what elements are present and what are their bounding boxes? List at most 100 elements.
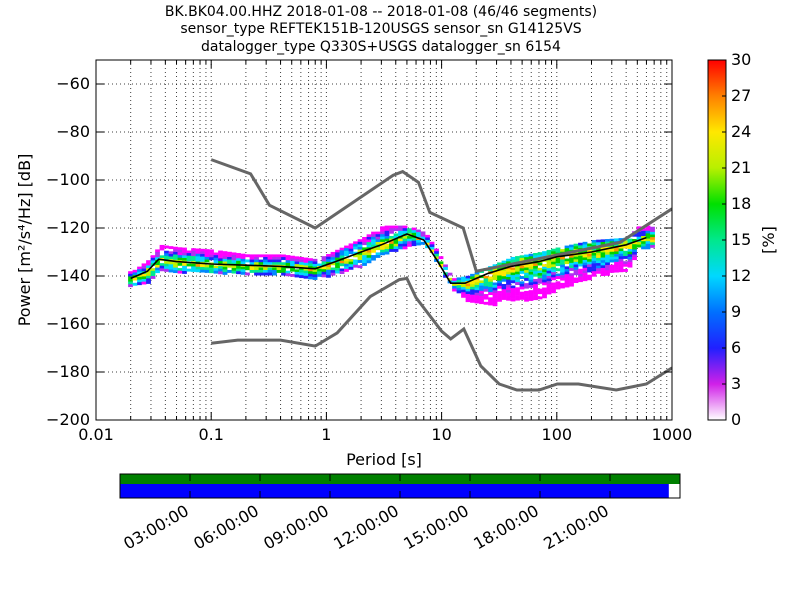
heatmap-cell: [357, 257, 363, 261]
heatmap-cell: [254, 267, 259, 271]
heatmap-cell: [263, 270, 268, 273]
heatmap-cell: [438, 256, 444, 260]
heatmap-cell: [335, 267, 340, 271]
heatmap-cell: [474, 284, 480, 288]
heatmap-cell: [326, 264, 331, 268]
heatmap-cell: [483, 288, 489, 292]
heatmap-cell: [128, 279, 133, 282]
heatmap-cell: [569, 273, 574, 277]
heatmap-cell: [546, 283, 552, 287]
heatmap-cell: [420, 236, 426, 240]
heatmap-cell: [375, 236, 381, 240]
heatmap-cell: [299, 275, 304, 279]
heatmap-cell: [578, 258, 583, 262]
noise-model-curves: [210, 158, 672, 392]
heatmap-cell: [569, 278, 574, 282]
heatmap-cell: [564, 266, 570, 270]
y-axis-label: Power [m²/s⁴/Hz] [dB]: [15, 154, 34, 327]
heatmap-cell: [263, 254, 268, 258]
heatmap-cell: [429, 241, 435, 245]
heatmap-cell: [177, 270, 183, 274]
heatmap-cell: [470, 292, 475, 295]
heatmap-cell: [470, 286, 475, 290]
heatmap-cell: [573, 280, 579, 284]
heatmap-cell: [375, 242, 381, 245]
heatmap-cell: [380, 239, 385, 243]
heatmap-cell: [258, 259, 264, 263]
heatmap-cell: [614, 264, 619, 268]
heatmap-cell: [218, 253, 223, 257]
heatmap-cell: [578, 263, 583, 267]
heatmap-cell: [479, 293, 484, 297]
heatmap-cell: [204, 259, 210, 263]
heatmap-cell: [551, 277, 556, 281]
heatmap-cell: [263, 272, 268, 276]
heatmap-cell: [389, 236, 394, 239]
heatmap-cell: [524, 285, 529, 289]
heatmap-cell: [258, 267, 264, 271]
heatmap-cell: [528, 279, 534, 283]
heatmap-cell: [537, 262, 543, 266]
heatmap-cell: [398, 230, 403, 234]
heatmap-cell: [650, 237, 655, 241]
heatmap-cell: [515, 258, 520, 262]
heatmap-cell: [186, 268, 192, 272]
y-tick-label: −200: [46, 410, 90, 429]
heatmap-cell: [501, 278, 507, 282]
heatmap-cell: [506, 266, 511, 270]
heatmap-cell: [528, 274, 534, 278]
heatmap-cell: [591, 265, 597, 269]
y-tick-label: −160: [46, 314, 90, 333]
heatmap-cell: [596, 270, 601, 274]
heatmap-cell: [164, 250, 169, 254]
heatmap-cell: [276, 270, 282, 273]
heatmap-cell: [285, 273, 291, 277]
heatmap-cell: [515, 269, 520, 272]
heatmap-cell: [492, 264, 498, 268]
heatmap-cell: [195, 258, 201, 262]
colorbar: 0 3 6 9 12 15 18 21 24 27 30: [707, 50, 751, 429]
heatmap-cell: [470, 281, 475, 285]
heatmap-cell: [474, 274, 480, 278]
heatmap-cell: [578, 255, 583, 259]
heatmap-cell: [339, 260, 345, 264]
heatmap-cell: [195, 269, 201, 273]
heatmap-cell: [474, 271, 480, 275]
heatmap-cell: [249, 259, 255, 263]
heatmap-cell: [330, 262, 336, 266]
heatmap-cell: [402, 236, 408, 239]
heatmap-cell: [632, 251, 637, 255]
heatmap-cell: [177, 249, 183, 253]
heatmap-cell: [398, 243, 403, 247]
heatmap-cell: [506, 295, 511, 299]
heatmap-cell: [245, 264, 250, 268]
heatmap-cell: [501, 286, 507, 290]
heatmap-cell: [389, 230, 394, 234]
heatmap-cell: [384, 230, 390, 234]
heatmap-cell: [150, 260, 156, 264]
heatmap-cell: [483, 278, 489, 282]
heatmap-cell: [348, 243, 354, 247]
heatmap-cell: [569, 252, 574, 256]
heatmap-cell: [222, 253, 228, 257]
heatmap-cell: [605, 272, 610, 276]
heatmap-cell: [258, 272, 264, 276]
heatmap-cell: [281, 267, 286, 271]
heatmap-cell: [299, 269, 304, 273]
heatmap-cell: [231, 260, 237, 264]
heatmap-cell: [632, 249, 637, 253]
heatmap-cell: [506, 261, 511, 265]
heatmap-cell: [240, 266, 246, 270]
heatmap-cell: [515, 276, 520, 280]
heatmap-cell: [168, 266, 174, 270]
heatmap-cell: [209, 270, 214, 274]
heatmap-cell: [510, 272, 516, 276]
heatmap-cell: [452, 280, 457, 284]
heatmap-cell: [299, 264, 304, 268]
timeline-time-label: 15:00:00: [400, 501, 472, 553]
heatmap-cell: [353, 264, 358, 268]
heatmap-cell: [335, 270, 340, 274]
heatmap-cell: [564, 258, 570, 262]
heatmap-cell: [465, 291, 471, 295]
heatmap-cell: [173, 270, 178, 274]
